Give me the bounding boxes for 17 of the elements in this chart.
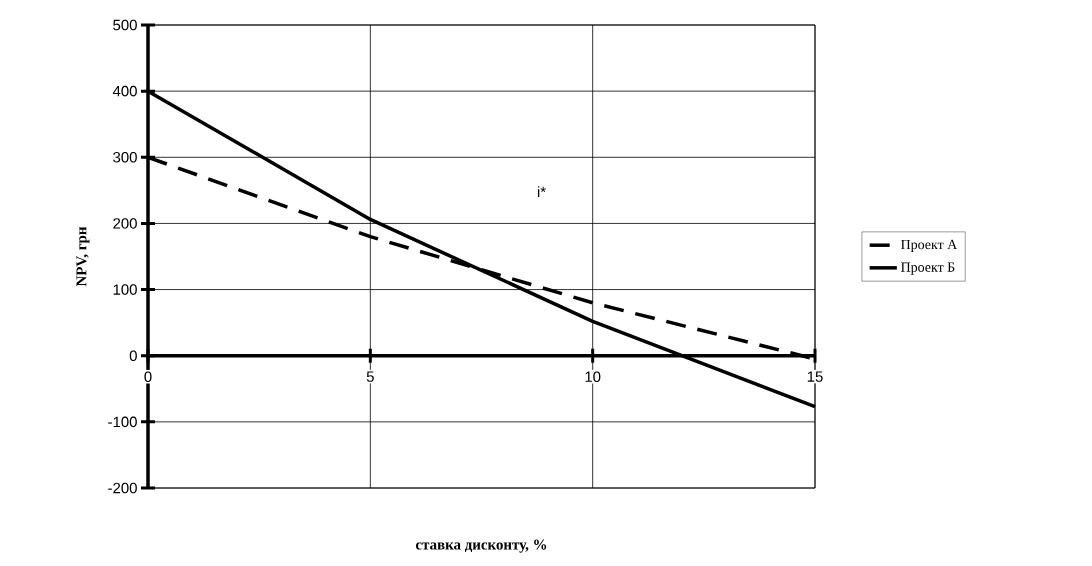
x-tick-label: 10 [585, 371, 601, 382]
y-tick-label: 300 [113, 152, 137, 163]
y-tick-label: 200 [113, 218, 137, 229]
legend-label: Проект А [901, 239, 958, 253]
x-axis-title: ставка дисконту, % [415, 539, 547, 553]
y-tick-label: 400 [112, 85, 137, 97]
x-tick-label: 15 [807, 371, 823, 382]
y-tick-label: 500 [113, 19, 137, 31]
annotation: i* [537, 186, 546, 198]
legend-label: Проект Б [901, 262, 955, 275]
y-tick-label: -200 [108, 482, 137, 494]
y-tick-label: 100 [113, 284, 137, 295]
y-tick-label: -100 [108, 416, 137, 428]
x-tick-label: 0 [144, 371, 152, 382]
y-tick-label: 0 [129, 350, 137, 361]
x-tick-label: 5 [366, 371, 374, 382]
y-axis-title: NPV, грн [76, 226, 90, 287]
